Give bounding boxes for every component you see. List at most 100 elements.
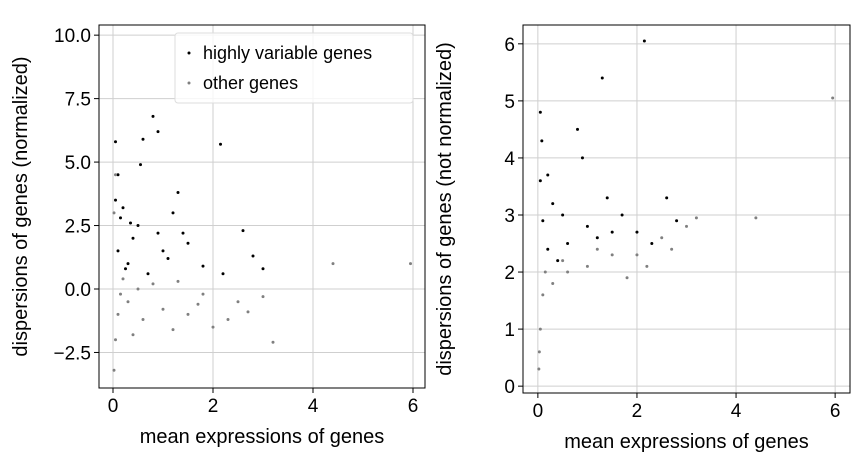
point <box>551 202 555 206</box>
point <box>156 130 160 134</box>
point <box>112 211 116 215</box>
point <box>176 279 180 283</box>
point <box>331 262 335 266</box>
point <box>605 196 609 200</box>
y-tick-label: 1 <box>504 320 515 341</box>
x-tick-label: 2 <box>208 396 219 417</box>
point <box>610 230 614 234</box>
point <box>131 333 135 337</box>
point <box>114 140 117 144</box>
point <box>665 196 669 200</box>
y-tick-label: 4 <box>504 149 515 170</box>
y-axis-label: dispersions of genes (not normalized) <box>434 42 456 376</box>
y-tick-label: 3 <box>504 206 515 227</box>
point <box>119 216 122 220</box>
legend-label: highly variable genes <box>203 43 372 63</box>
point <box>171 211 175 215</box>
point <box>116 249 120 253</box>
point <box>251 254 255 258</box>
point <box>141 137 145 141</box>
y-tick-label: 5.0 <box>65 153 91 174</box>
axes-frame <box>98 24 426 389</box>
point <box>595 236 599 240</box>
point <box>119 292 122 296</box>
point <box>139 163 142 167</box>
point <box>409 262 412 266</box>
point <box>236 300 240 304</box>
x-tick-label: 2 <box>632 401 643 422</box>
point <box>136 287 140 291</box>
point <box>551 281 555 285</box>
point <box>541 219 545 223</box>
point <box>561 213 565 217</box>
point <box>186 241 190 245</box>
point <box>161 307 165 311</box>
point <box>116 312 120 316</box>
point <box>114 338 117 342</box>
axes-frame <box>522 24 851 394</box>
point <box>261 267 265 271</box>
point <box>600 76 604 80</box>
point <box>561 259 565 263</box>
point <box>181 231 185 235</box>
point <box>576 127 579 131</box>
point <box>585 264 589 268</box>
point <box>156 231 160 235</box>
x-axis-label: mean expressions of genes <box>140 426 385 448</box>
point <box>670 247 674 251</box>
point <box>241 229 245 233</box>
point <box>226 317 230 321</box>
point <box>201 292 205 296</box>
point <box>543 270 547 274</box>
point <box>161 249 165 253</box>
point <box>685 224 688 228</box>
point <box>171 328 175 332</box>
point <box>221 272 225 276</box>
point <box>754 216 758 220</box>
point <box>146 272 150 276</box>
legend-marker <box>187 51 191 55</box>
point <box>546 173 550 177</box>
point <box>537 367 541 371</box>
point <box>141 317 145 321</box>
point <box>196 302 200 306</box>
point <box>566 270 570 274</box>
x-tick-label: 0 <box>533 401 544 422</box>
point <box>126 262 130 266</box>
point <box>126 300 130 304</box>
point <box>635 230 639 234</box>
point <box>121 277 125 281</box>
point <box>176 191 180 195</box>
x-tick-label: 6 <box>408 396 419 417</box>
point <box>645 264 649 268</box>
point <box>151 114 155 118</box>
point <box>166 257 170 261</box>
point <box>116 173 120 177</box>
x-tick-label: 4 <box>731 401 742 422</box>
y-tick-label: −2.5 <box>53 343 91 364</box>
point <box>538 327 542 331</box>
y-tick-label: 10.0 <box>54 26 91 47</box>
point <box>114 173 117 177</box>
point <box>675 219 679 223</box>
x-axis-label: mean expressions of genes <box>564 431 809 453</box>
point <box>556 259 560 263</box>
point <box>114 198 117 202</box>
point <box>625 276 629 280</box>
point <box>538 110 542 114</box>
point <box>112 368 116 372</box>
point <box>610 253 614 257</box>
point <box>129 221 132 225</box>
point <box>261 295 265 299</box>
y-tick-label: 6 <box>504 35 515 56</box>
y-axis-label: dispersions of genes (normalized) <box>10 56 32 356</box>
x-tick-label: 0 <box>108 396 119 417</box>
point <box>566 242 570 246</box>
point <box>211 325 215 329</box>
point <box>620 213 624 217</box>
point <box>136 224 140 228</box>
y-tick-label: 2 <box>504 263 515 284</box>
point <box>124 267 127 271</box>
legend: highly variable genes other genes <box>174 32 414 104</box>
